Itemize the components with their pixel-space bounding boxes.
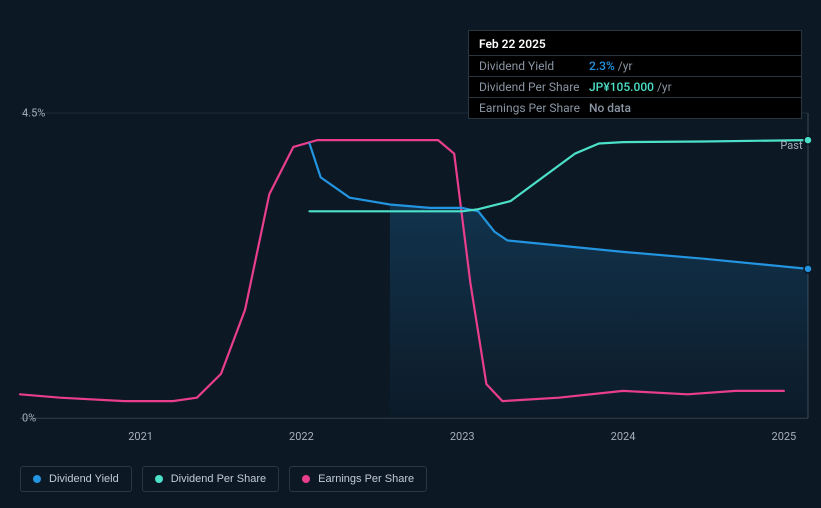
tooltip-row-earnings-per-share: Earnings Per Share No data	[469, 98, 801, 118]
legend-item-dividend-yield[interactable]: Dividend Yield	[20, 466, 132, 492]
x-axis-label: 2021	[128, 430, 153, 443]
legend-item-dividend-per-share[interactable]: Dividend Per Share	[142, 466, 279, 492]
tooltip-key: Earnings Per Share	[479, 101, 589, 115]
legend-item-earnings-per-share[interactable]: Earnings Per Share	[289, 466, 427, 492]
past-label: Past	[780, 139, 802, 152]
legend-label: Earnings Per Share	[318, 473, 414, 485]
tooltip-value: 2.3% /yr	[589, 59, 632, 73]
x-axis-label: 2024	[611, 430, 636, 443]
tooltip-key: Dividend Per Share	[479, 80, 589, 94]
legend-label: Dividend Per Share	[171, 473, 266, 485]
y-axis-label: 0%	[22, 412, 36, 425]
tooltip-key: Dividend Yield	[479, 59, 589, 73]
legend-dot-icon	[155, 475, 163, 483]
tooltip-value: No data	[589, 101, 631, 115]
tooltip-date: Feb 22 2025	[469, 31, 801, 56]
chart-legend: Dividend Yield Dividend Per Share Earnin…	[20, 466, 427, 492]
x-axis-label: 2025	[772, 430, 797, 443]
dividend-chart-container: { "chart": { "type": "line", "background…	[0, 0, 821, 508]
x-axis-label: 2023	[450, 430, 475, 443]
x-axis-label: 2022	[289, 430, 314, 443]
legend-dot-icon	[33, 475, 41, 483]
tooltip-value: JP¥105.000 /yr	[589, 80, 672, 94]
legend-dot-icon	[302, 475, 310, 483]
chart-tooltip: Feb 22 2025 Dividend Yield 2.3% /yr Divi…	[468, 30, 802, 119]
legend-label: Dividend Yield	[49, 473, 119, 485]
tooltip-row-dividend-yield: Dividend Yield 2.3% /yr	[469, 56, 801, 77]
y-axis-label: 4.5%	[22, 107, 45, 120]
tooltip-row-dividend-per-share: Dividend Per Share JP¥105.000 /yr	[469, 77, 801, 98]
